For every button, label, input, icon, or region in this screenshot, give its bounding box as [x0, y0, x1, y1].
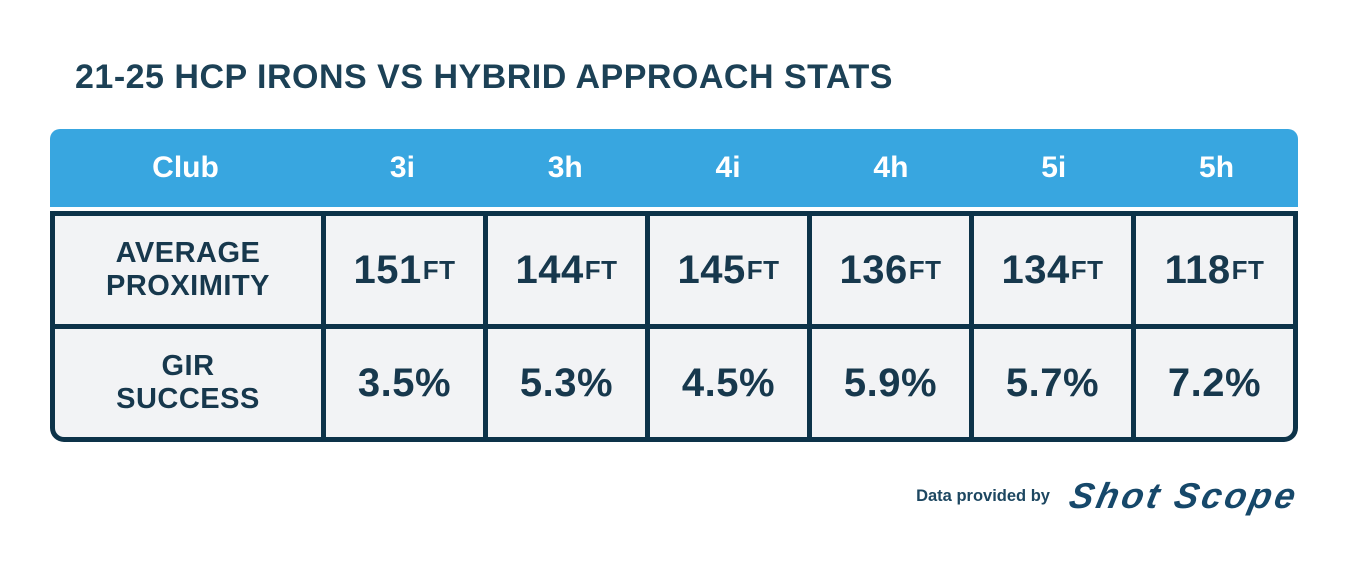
table-header-row: Club 3i 3h 4i 4h 5i 5h [50, 129, 1298, 207]
column-header-3h: 3h [547, 151, 583, 184]
row-label-line1: AVERAGE [115, 236, 261, 269]
column-header-3i: 3i [389, 151, 415, 184]
column-header-club: Club [152, 151, 219, 184]
proximity-number: 151 [353, 247, 422, 292]
cell-proximity-4i: 145 FT [650, 216, 807, 324]
proximity-number: 136 [839, 247, 908, 292]
column-header-5h: 5h [1199, 151, 1235, 184]
proximity-number: 118 [1164, 247, 1231, 292]
proximity-unit: FT [422, 254, 456, 285]
proximity-unit: FT [1070, 254, 1104, 285]
row-label-line1: GIR [161, 349, 215, 382]
row-label-gir-success: GIR SUCCESS [55, 329, 321, 437]
proximity-unit: FT [908, 254, 942, 285]
cell-proximity-5h: 118 FT [1136, 216, 1293, 324]
stats-table: Club 3i 3h 4i 4h 5i 5h AVERAGE PROXIMITY… [50, 129, 1298, 442]
credit-text: Data provided by [916, 486, 1050, 505]
row-label-line2: PROXIMITY [105, 270, 270, 302]
cell-proximity-3i: 151 FT [326, 216, 483, 324]
row-label-average-proximity: AVERAGE PROXIMITY [55, 216, 321, 324]
cell-proximity-3h: 144 FT [488, 216, 645, 324]
table-body: AVERAGE PROXIMITY 151 FT 144 FT 145 FT 136 F… [50, 211, 1298, 442]
footer-credit: Data provided by Shot Scope [916, 470, 1302, 522]
cell-gir-3h: 5.3% [488, 329, 645, 437]
cell-gir-5i: 5.7% [974, 329, 1131, 437]
shot-scope-logo: Shot Scope [1065, 475, 1303, 516]
cell-gir-3i: 3.5% [326, 329, 483, 437]
cell-proximity-5i: 134 FT [974, 216, 1131, 324]
cell-gir-4i: 4.5% [650, 329, 807, 437]
cell-gir-5h: 7.2% [1136, 329, 1293, 437]
column-header-4h: 4h [873, 151, 909, 184]
proximity-number: 145 [677, 247, 746, 292]
proximity-unit: FT [1231, 254, 1265, 285]
column-header-4i: 4i [715, 151, 741, 184]
cell-proximity-4h: 136 FT [812, 216, 969, 324]
proximity-number: 134 [1001, 247, 1070, 292]
proximity-unit: FT [584, 254, 618, 285]
page-title: 21-25 HCP IRONS VS HYBRID APPROACH STATS [75, 58, 893, 96]
proximity-unit: FT [746, 254, 780, 285]
cell-gir-4h: 5.9% [812, 329, 969, 437]
proximity-number: 144 [515, 247, 584, 292]
row-label-line2: SUCCESS [116, 383, 260, 415]
column-header-5i: 5i [1041, 151, 1067, 184]
